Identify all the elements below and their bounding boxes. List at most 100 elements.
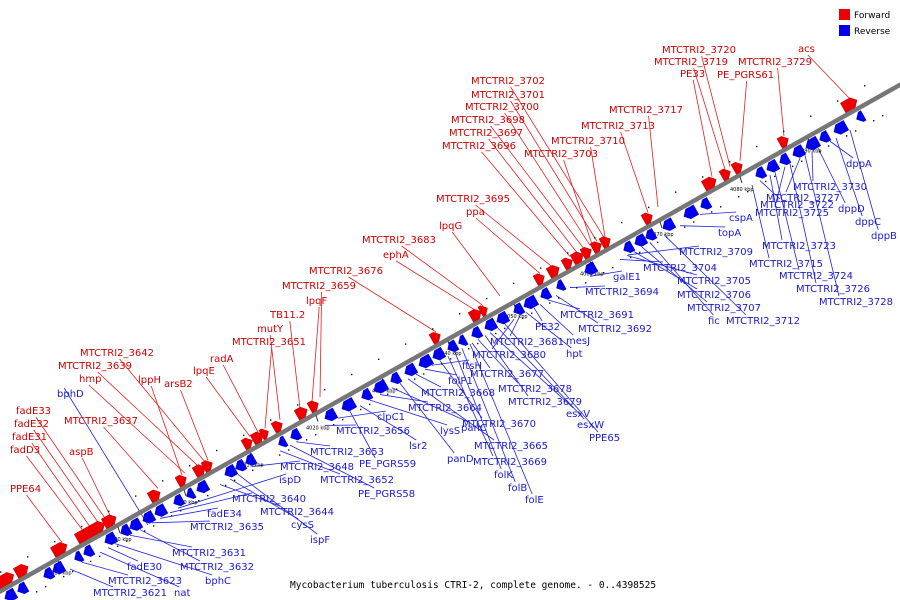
- forward-label-leader: [475, 217, 541, 274]
- forward-label-leader: [475, 204, 553, 268]
- forward-gene-label: lpqF: [306, 296, 327, 307]
- orf-dot: [360, 408, 362, 411]
- orf-dot: [351, 373, 353, 376]
- forward-gene-label: lpqE: [193, 366, 215, 377]
- reverse-label-leader: [159, 507, 218, 519]
- reverse-label-leader: [641, 246, 708, 303]
- reverse-label-leader: [391, 387, 469, 423]
- reverse-gene-arrow: [662, 217, 677, 231]
- reverse-gene-label: MTCTRI2_3722: [760, 200, 834, 211]
- reverse-gene-arrow: [142, 510, 157, 524]
- reverse-gene-label: MTCTRI2_3715: [749, 259, 823, 270]
- forward-gene-arrow: [146, 489, 161, 504]
- orf-dot: [738, 196, 740, 198]
- forward-gene-label: MTCTRI2_3720: [662, 45, 736, 56]
- orf-dot: [36, 591, 38, 593]
- forward-gene-arrow: [467, 308, 482, 323]
- reverse-gene-label: topA: [718, 228, 741, 239]
- forward-label-leader: [26, 494, 63, 543]
- forward-label-leader: [488, 138, 578, 253]
- forward-gene-label: MTCTRI2_3729: [738, 57, 812, 68]
- forward-label-leader: [119, 358, 206, 463]
- reverse-label-leader: [295, 441, 331, 447]
- orf-dot: [405, 343, 407, 345]
- reverse-gene-label: PPE65: [589, 433, 620, 444]
- orf-dot: [576, 287, 578, 289]
- reverse-gene-label: MTCTRI2_3648: [280, 462, 354, 473]
- reverse-label-leader: [627, 245, 700, 256]
- reverse-label-leader: [129, 534, 193, 548]
- forward-gene-label: MTCTRI2_3710: [551, 136, 625, 147]
- reverse-gene-arrow: [245, 453, 258, 466]
- forward-label-leader: [701, 55, 731, 167]
- forward-label-leader: [451, 231, 501, 297]
- orf-dot: [693, 221, 695, 223]
- forward-gene-label: fadD3: [10, 445, 40, 456]
- reverse-label-leader: [491, 318, 515, 350]
- reverse-gene-label: mesJ: [566, 336, 590, 347]
- forward-label-leader: [590, 146, 606, 237]
- reverse-gene-label: lysS: [440, 426, 460, 437]
- reverse-gene-arrow: [278, 435, 289, 448]
- gene-features: [0, 97, 867, 600]
- reverse-gene-arrow: [290, 427, 303, 441]
- forward-gene-label: ephA: [383, 250, 409, 261]
- reverse-label-leader: [835, 137, 863, 217]
- reverse-gene-label: MTCTRI2_3621: [93, 588, 167, 599]
- reverse-label-leader: [789, 163, 817, 284]
- reverse-label-leader: [774, 166, 786, 208]
- reverse-label-leader: [81, 561, 129, 576]
- reverse-label-leader: [369, 399, 448, 426]
- reverse-label-leader: [774, 172, 800, 271]
- orf-dot: [612, 266, 614, 269]
- tick-label: 4070 kbp: [650, 232, 674, 238]
- orf-dot: [0, 571, 2, 573]
- forward-gene-arrow: [249, 431, 264, 446]
- forward-label-leader: [563, 159, 593, 245]
- reverse-label-leader: [114, 543, 213, 576]
- orf-dot: [819, 150, 821, 152]
- reverse-gene-label: MTCTRI2_3665: [474, 441, 548, 452]
- orf-dot: [567, 252, 569, 254]
- forward-label-leader: [401, 245, 484, 306]
- reverse-label-leader: [829, 140, 854, 159]
- reverse-gene-arrow: [418, 353, 435, 369]
- reverse-gene-arrow: [683, 204, 700, 220]
- forward-gene-arrow: [0, 572, 14, 590]
- reverse-gene-label: MTCTRI2_3632: [180, 562, 254, 573]
- orf-dot: [558, 297, 560, 299]
- reverse-label-leader: [279, 450, 341, 475]
- orf-dot: [702, 176, 704, 178]
- reverse-label-leader: [633, 251, 698, 290]
- reverse-gene-arrow: [432, 346, 447, 361]
- orf-dot: [423, 373, 425, 375]
- forward-gene-arrow: [477, 305, 488, 318]
- reverse-gene-label: dppA: [846, 159, 872, 170]
- orf-dot: [522, 317, 524, 319]
- reverse-gene-arrow: [129, 517, 144, 531]
- orf-dot: [144, 530, 146, 532]
- forward-label-leader: [311, 306, 320, 402]
- decorative-dots: [0, 85, 884, 593]
- reverse-label-leader: [525, 312, 572, 349]
- reverse-gene-arrow: [52, 560, 67, 575]
- orf-dot: [99, 555, 101, 558]
- reverse-label-leader: [539, 304, 574, 336]
- forward-label-leader: [180, 389, 209, 461]
- orf-dot: [108, 510, 110, 512]
- reverse-label-leader: [237, 474, 318, 535]
- forward-label-leader: [319, 291, 322, 398]
- orf-dot: [135, 495, 137, 497]
- forward-gene-label: MTCTRI2_3701: [471, 90, 545, 101]
- forward-label-leader: [31, 442, 91, 527]
- reverse-gene-arrow: [700, 197, 713, 210]
- orf-dot: [288, 449, 290, 451]
- orf-dot: [630, 256, 632, 259]
- reverse-gene-arrow: [556, 279, 567, 291]
- reverse-gene-label: cysS: [291, 520, 314, 531]
- forward-gene-arrow: [100, 514, 117, 529]
- orf-dot: [297, 404, 299, 406]
- forward-gene-arrow: [569, 251, 584, 266]
- forward-gene-label: MTCTRI2_3642: [80, 348, 154, 359]
- forward-gene-label: mutY: [257, 324, 284, 335]
